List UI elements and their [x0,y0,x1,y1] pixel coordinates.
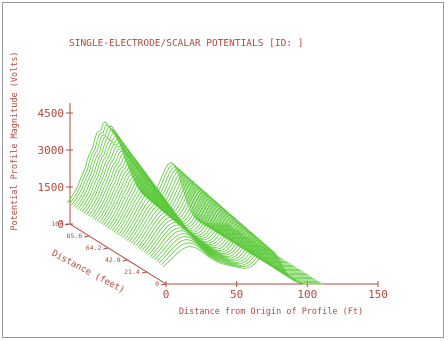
x-tick-label: 100 [297,288,317,301]
profile-line [162,246,323,285]
surface-mesh [66,121,323,285]
x-tick-label: 50 [230,288,243,301]
axes [64,103,379,287]
y-tick-label: 42.8 [105,256,121,264]
z-axis-label: Potential Profile Magnitude (Volts) [10,51,20,230]
z-tick-label: 0 [57,218,64,231]
y-tick-label: 0 [155,280,159,288]
y-tick-label: 107 [51,220,63,228]
chart-title: SINGLE-ELECTRODE/SCALAR POTENTIALS [ID: … [69,38,304,49]
z-tick-label: 3000 [38,144,65,157]
x-axis-label: Distance from Origin of Profile (Ft) [179,307,363,317]
y-tick-mark [103,247,109,250]
y-tick-mark [64,223,71,226]
y-tick-mark [122,259,128,262]
y-tick-label: 21.4 [124,268,140,276]
y-axis-line [69,223,167,285]
profile-line [160,242,321,284]
x-tick-label: 0 [163,288,170,301]
y-tick-label: 85.6 [67,232,83,240]
y-tick-mark [141,271,147,274]
y-tick-mark [84,235,90,238]
x-tick-label: 150 [368,288,388,301]
plot-window: SINGLE-ELECTRODE/SCALAR POTENTIALS [ID: … [2,2,444,338]
y-tick-label: 64.2 [86,244,102,252]
z-tick-label: 1500 [38,181,65,194]
surface-chart: SINGLE-ELECTRODE/SCALAR POTENTIALS [ID: … [10,38,388,317]
y-tick-mark [160,283,167,286]
z-tick-label: 4500 [38,107,65,120]
